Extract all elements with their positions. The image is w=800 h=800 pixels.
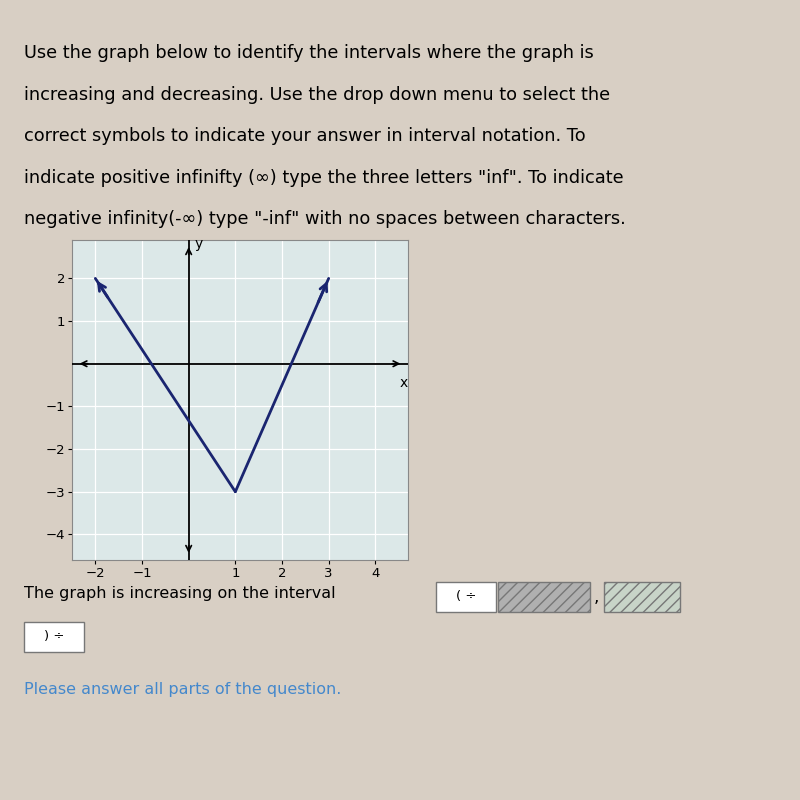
- Text: Please answer all parts of the question.: Please answer all parts of the question.: [24, 682, 342, 697]
- Text: indicate positive infinifty (∞) type the three letters "inf". To indicate: indicate positive infinifty (∞) type the…: [24, 169, 624, 187]
- Text: y: y: [194, 238, 202, 251]
- Text: increasing and decreasing. Use the drop down menu to select the: increasing and decreasing. Use the drop …: [24, 86, 610, 104]
- Text: ( ÷: ( ÷: [456, 590, 476, 603]
- Text: negative infinity(-∞) type "-inf" with no spaces between characters.: negative infinity(-∞) type "-inf" with n…: [24, 210, 626, 229]
- Text: x: x: [399, 376, 407, 390]
- Text: ,: ,: [594, 588, 599, 606]
- Text: The graph is increasing on the interval: The graph is increasing on the interval: [24, 586, 336, 601]
- Text: Use the graph below to identify the intervals where the graph is: Use the graph below to identify the inte…: [24, 44, 594, 62]
- Text: ) ÷: ) ÷: [44, 630, 64, 643]
- Text: correct symbols to indicate your answer in interval notation. To: correct symbols to indicate your answer …: [24, 127, 586, 146]
